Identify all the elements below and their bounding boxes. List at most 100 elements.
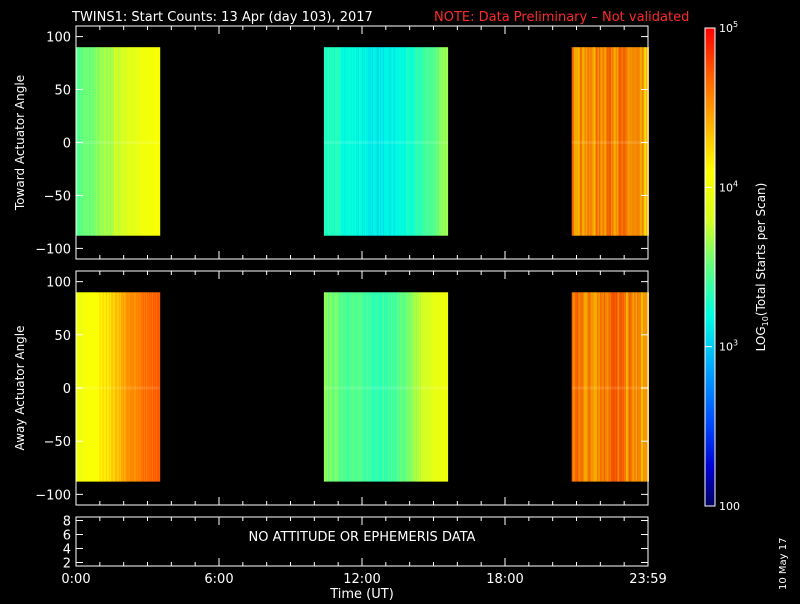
heatmap-column — [395, 292, 398, 482]
heatmap-column — [382, 47, 385, 236]
heatmap-column — [410, 47, 413, 236]
heatmap-column — [379, 47, 382, 236]
heatmap-column — [132, 47, 134, 236]
heatmap-column — [135, 47, 137, 236]
heatmap-column — [381, 292, 384, 482]
heatmap-column — [327, 47, 330, 236]
heatmap-column — [604, 292, 606, 482]
heatmap-column — [429, 292, 432, 482]
heatmap-column — [432, 47, 435, 236]
heatmap-column — [574, 292, 576, 482]
heatmap-column — [402, 292, 405, 482]
heatmap-column — [428, 292, 431, 482]
heatmap-column — [645, 292, 647, 482]
heatmap-column — [424, 47, 427, 236]
heatmap-column — [422, 47, 425, 236]
heatmap-column — [344, 292, 347, 482]
heatmap-column — [349, 292, 352, 482]
heatmap-column — [442, 292, 445, 482]
heatmap-column — [595, 47, 597, 236]
heatmap-column — [337, 47, 340, 236]
heatmap-column — [146, 292, 148, 482]
heatmap-column — [392, 47, 395, 236]
heatmap-column — [619, 47, 621, 236]
heatmap-column — [632, 292, 634, 482]
heatmap-column — [109, 292, 111, 482]
heatmap-column — [347, 47, 350, 236]
heatmap-column — [633, 47, 635, 236]
heatmap-column — [323, 292, 326, 482]
heatmap-column — [408, 47, 411, 236]
heatmap-column — [589, 292, 591, 482]
y-axis-label: Toward Actuator Angle — [13, 75, 27, 211]
heatmap-column — [440, 47, 443, 236]
heatmap-column — [120, 292, 122, 482]
heatmap-column — [342, 292, 345, 482]
heatmap-column — [332, 47, 335, 236]
heatmap-column — [89, 292, 91, 482]
heatmap-column — [116, 47, 118, 236]
heatmap-column — [598, 47, 600, 236]
zero-angle-strip — [76, 141, 160, 144]
heatmap-column — [368, 292, 371, 482]
colorbar-tick-label: 104 — [719, 179, 738, 194]
heatmap-column — [635, 47, 637, 236]
heatmap-column — [102, 47, 104, 236]
heatmap-column — [631, 292, 633, 482]
heatmap-column — [125, 47, 127, 236]
heatmap-column — [356, 292, 359, 482]
heatmap-column — [418, 47, 421, 236]
heatmap-column — [614, 47, 616, 236]
heatmap-column — [416, 292, 419, 482]
heatmap-column — [346, 292, 349, 482]
heatmap-column — [401, 47, 404, 236]
heatmap-column — [596, 292, 598, 482]
heatmap-column — [422, 292, 425, 482]
heatmap-column — [353, 47, 356, 236]
heatmap-column — [332, 292, 335, 482]
heatmap-column — [601, 292, 603, 482]
heatmap-column — [140, 47, 142, 236]
heatmap-column — [446, 47, 449, 236]
heatmap-column — [580, 47, 582, 236]
heatmap-column — [587, 47, 589, 236]
heatmap-column — [444, 47, 447, 236]
heatmap-column — [391, 292, 394, 482]
zero-angle-strip — [571, 141, 648, 144]
heatmap-column — [635, 292, 637, 482]
heatmap-column — [590, 292, 592, 482]
heatmap-column — [409, 292, 412, 482]
heatmap-column — [92, 47, 94, 236]
heatmap-column — [391, 47, 394, 236]
heatmap-column — [348, 292, 351, 482]
heatmap-column — [83, 292, 85, 482]
heatmap-column — [597, 292, 599, 482]
heatmap-column — [345, 47, 348, 236]
heatmap-column — [600, 292, 602, 482]
heatmap-column — [594, 292, 596, 482]
heatmap-column — [406, 292, 409, 482]
heatmap-column — [621, 47, 623, 236]
heatmap-column — [159, 292, 161, 482]
heatmap-column — [88, 47, 90, 236]
heatmap-column — [592, 47, 594, 236]
heatmap-column — [127, 292, 129, 482]
heatmap-column — [377, 292, 380, 482]
heatmap-column — [396, 292, 399, 482]
heatmap-column — [144, 47, 146, 236]
heatmap-column — [367, 47, 370, 236]
heatmap-column — [388, 47, 391, 236]
heatmap-column — [130, 292, 132, 482]
heatmap-column — [434, 47, 437, 236]
heatmap-column — [85, 47, 87, 236]
heatmap-column — [87, 292, 89, 482]
heatmap-column — [354, 292, 357, 482]
heatmap-column — [159, 47, 161, 236]
heatmap-column — [132, 292, 134, 482]
heatmap-column — [86, 292, 88, 482]
heatmap-column — [324, 47, 327, 236]
heatmap-column — [427, 47, 430, 236]
heatmap-column — [79, 292, 81, 482]
heatmap-column — [84, 292, 86, 482]
heatmap-column — [579, 47, 581, 236]
